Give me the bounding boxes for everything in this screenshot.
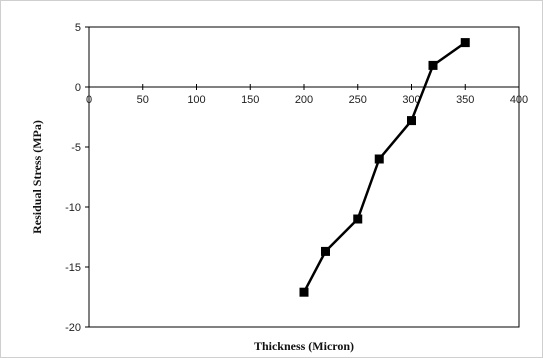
data-point-marker	[407, 116, 416, 126]
data-point-marker	[428, 60, 438, 70]
x-tick-label: 200	[295, 94, 313, 106]
x-tick-label: 150	[241, 94, 259, 106]
x-tick-label: 100	[187, 94, 205, 106]
y-tick-label: -15	[65, 262, 81, 274]
data-point-marker	[321, 246, 330, 256]
x-tick-label: 300	[402, 94, 420, 106]
data-point-marker	[353, 214, 363, 224]
x-tick-label: 0	[86, 94, 92, 106]
y-axis-ticks: 5 0 -5 -10 -15 -20	[65, 22, 89, 334]
x-tick-label: 50	[137, 94, 149, 106]
y-tick-label: 5	[75, 22, 81, 34]
y-tick-label: -20	[65, 322, 81, 334]
series-group	[299, 38, 470, 297]
y-axis-title: Residual Stress (MPa)	[30, 120, 44, 234]
y-tick-label: 0	[75, 82, 81, 94]
y-tick-label: -10	[65, 202, 81, 214]
x-tick-label: 350	[456, 94, 474, 106]
x-tick-label: 400	[510, 94, 528, 106]
x-axis-title: Thickness (Micron)	[254, 339, 354, 353]
data-point-marker	[374, 154, 384, 164]
data-point-marker	[299, 287, 309, 297]
plot-area	[88, 26, 520, 328]
data-point-marker	[460, 38, 470, 48]
x-tick-label: 250	[349, 94, 367, 106]
y-tick-label: -5	[71, 142, 81, 154]
